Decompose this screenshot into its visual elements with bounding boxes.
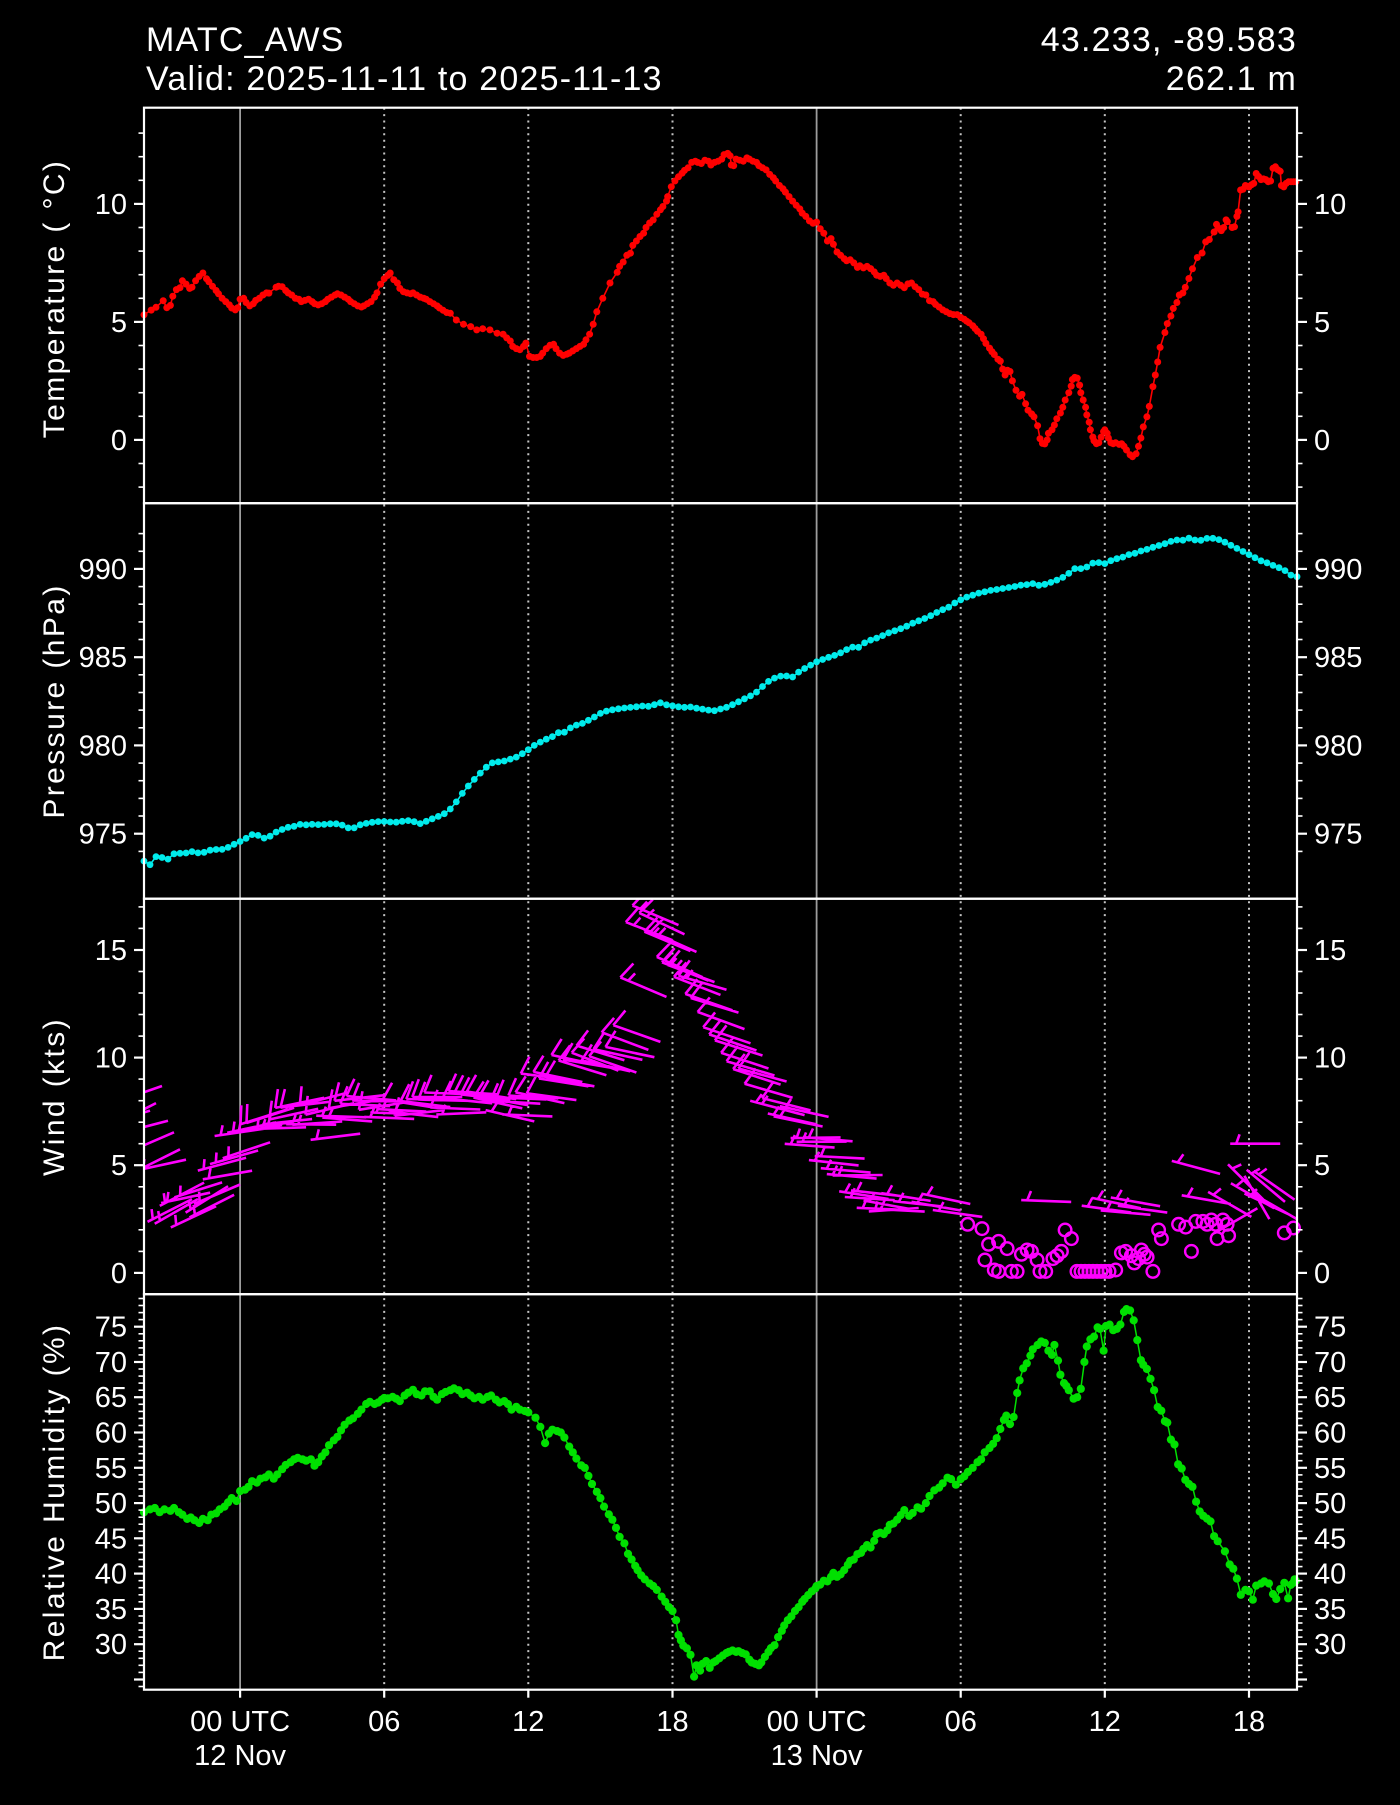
svg-text:30: 30 [1314,1629,1346,1661]
svg-text:35: 35 [1314,1594,1346,1626]
svg-text:985: 985 [1314,642,1362,674]
svg-text:70: 70 [95,1347,127,1379]
svg-text:75: 75 [1314,1312,1346,1344]
svg-text:Temperature ( °C): Temperature ( °C) [38,159,71,439]
svg-text:980: 980 [1314,730,1362,762]
svg-text:Relative Humidity (%): Relative Humidity (%) [38,1323,71,1662]
svg-text:980: 980 [79,730,127,762]
svg-text:18: 18 [1233,1706,1265,1738]
svg-text:10: 10 [95,1043,127,1075]
svg-text:65: 65 [1314,1382,1346,1414]
svg-text:Wind (kts): Wind (kts) [38,1017,71,1176]
svg-text:15: 15 [1314,935,1346,967]
svg-text:70: 70 [1314,1347,1346,1379]
svg-text:0: 0 [111,1258,127,1290]
svg-text:5: 5 [111,307,127,339]
svg-text:990: 990 [1314,554,1362,586]
svg-text:13 Nov: 13 Nov [771,1740,863,1772]
svg-text:50: 50 [95,1488,127,1520]
svg-text:55: 55 [1314,1453,1346,1485]
svg-text:5: 5 [1314,307,1330,339]
svg-text:12: 12 [512,1706,544,1738]
svg-text:15: 15 [95,935,127,967]
svg-text:18: 18 [656,1706,688,1738]
svg-text:0: 0 [1314,425,1330,457]
svg-text:00 UTC: 00 UTC [767,1706,867,1738]
svg-text:60: 60 [95,1418,127,1450]
svg-text:00 UTC: 00 UTC [190,1706,290,1738]
svg-text:990: 990 [79,554,127,586]
svg-text:06: 06 [368,1706,400,1738]
svg-text:75: 75 [95,1312,127,1344]
svg-text:10: 10 [1314,1043,1346,1075]
svg-text:45: 45 [95,1523,127,1555]
svg-text:40: 40 [1314,1559,1346,1591]
svg-text:262.1 m: 262.1 m [1166,60,1297,98]
svg-text:12 Nov: 12 Nov [194,1740,286,1772]
svg-text:65: 65 [95,1382,127,1414]
svg-text:Pressure (hPa): Pressure (hPa) [38,583,71,818]
svg-text:10: 10 [1314,189,1346,221]
svg-text:40: 40 [95,1559,127,1591]
svg-text:MATC_AWS: MATC_AWS [146,21,345,59]
svg-text:50: 50 [1314,1488,1346,1520]
svg-text:Valid: 2025-11-11 to 2025-11-1: Valid: 2025-11-11 to 2025-11-13 [146,60,663,98]
svg-text:10: 10 [95,189,127,221]
svg-text:45: 45 [1314,1523,1346,1555]
svg-text:0: 0 [1314,1258,1330,1290]
svg-text:12: 12 [1089,1706,1121,1738]
svg-text:35: 35 [95,1594,127,1626]
svg-text:60: 60 [1314,1418,1346,1450]
svg-text:55: 55 [95,1453,127,1485]
svg-text:0: 0 [111,425,127,457]
svg-text:975: 975 [79,819,127,851]
svg-text:5: 5 [111,1150,127,1182]
svg-text:985: 985 [79,642,127,674]
svg-text:43.233, -89.583: 43.233, -89.583 [1041,21,1297,59]
svg-text:5: 5 [1314,1150,1330,1182]
svg-text:30: 30 [95,1629,127,1661]
svg-text:06: 06 [945,1706,977,1738]
svg-text:975: 975 [1314,819,1362,851]
